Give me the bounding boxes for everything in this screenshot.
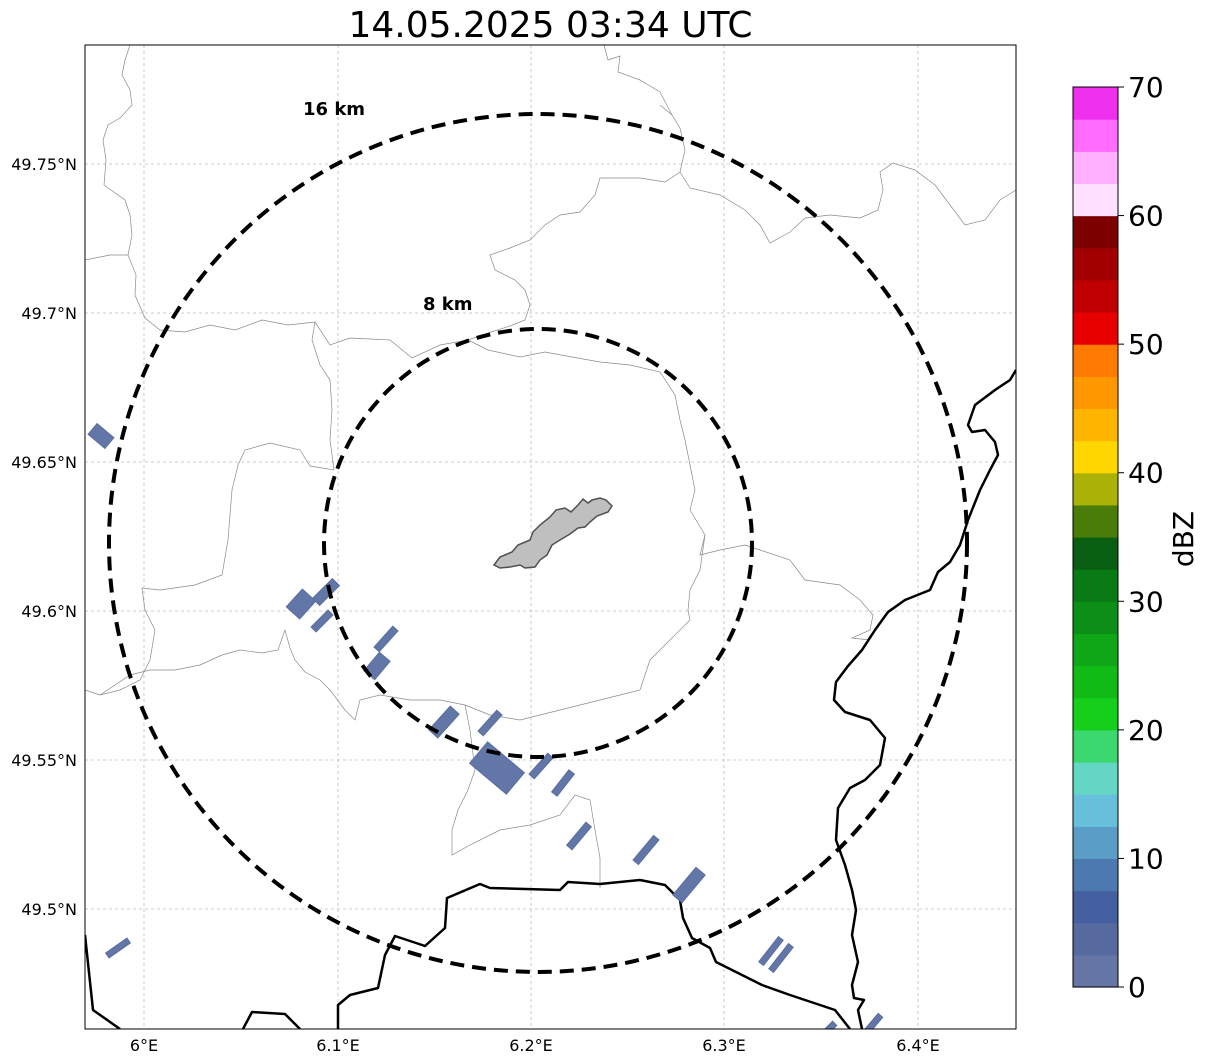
colorbar-cell bbox=[1073, 312, 1118, 345]
lon-tick-label: 6.1°E bbox=[316, 1036, 360, 1055]
lat-tick-label: 49.6°N bbox=[21, 602, 77, 621]
colorbar-cell bbox=[1073, 279, 1118, 313]
colorbar-cell bbox=[1073, 601, 1118, 635]
city-area bbox=[492, 497, 613, 569]
echo-cell bbox=[632, 834, 660, 866]
colorbar-cell bbox=[1073, 922, 1118, 956]
ring-label-16km: 16 km bbox=[303, 99, 365, 120]
echo-cell bbox=[528, 752, 554, 780]
colorbar-cell bbox=[1073, 954, 1118, 988]
colorbar-tick-label: 10 bbox=[1128, 842, 1164, 875]
echo-cell bbox=[820, 1020, 838, 1029]
colorbar-cell bbox=[1073, 762, 1118, 795]
map-title: 14.05.2025 03:34 UTC bbox=[348, 5, 753, 46]
colorbar: 0 10 20 30 40 50 60 70 dBZ bbox=[1072, 71, 1200, 1004]
colorbar-cell bbox=[1073, 472, 1118, 506]
colorbar-cell bbox=[1073, 183, 1118, 217]
colorbar-tick-label: 20 bbox=[1128, 714, 1164, 747]
lon-tick-label: 6.4°E bbox=[896, 1036, 940, 1055]
colorbar-cell bbox=[1073, 151, 1118, 185]
lat-tick-label: 49.55°N bbox=[11, 751, 77, 770]
colorbar-cell bbox=[1073, 729, 1118, 763]
colorbar-tick-label: 40 bbox=[1128, 457, 1164, 490]
longitude-tick-labels: 6°E 6.1°E 6.2°E 6.3°E 6.4°E bbox=[130, 1036, 940, 1055]
lat-tick-label: 49.75°N bbox=[11, 155, 77, 174]
lat-tick-label: 49.5°N bbox=[21, 900, 77, 919]
echo-cell bbox=[758, 935, 784, 967]
echo-cell bbox=[672, 866, 706, 904]
echo-cell bbox=[104, 937, 132, 959]
national-borders bbox=[85, 369, 1016, 1029]
echo-cell bbox=[468, 741, 526, 795]
echo-cell bbox=[864, 1012, 884, 1029]
colorbar-label: dBZ bbox=[1167, 511, 1200, 567]
lon-tick-label: 6°E bbox=[130, 1036, 158, 1055]
colorbar-frame bbox=[1072, 86, 1119, 988]
colorbar-tick-label: 50 bbox=[1128, 328, 1164, 361]
colorbar-cell bbox=[1073, 858, 1118, 892]
colorbar-cell bbox=[1073, 119, 1118, 152]
echo-cell bbox=[311, 577, 341, 607]
colorbar-cell bbox=[1073, 826, 1118, 860]
echo-cell bbox=[373, 625, 399, 653]
echo-cell bbox=[565, 821, 593, 851]
colorbar-cell bbox=[1073, 87, 1118, 120]
echo-cell bbox=[428, 705, 460, 739]
lon-tick-label: 6.2°E bbox=[509, 1036, 553, 1055]
echo-cell bbox=[768, 942, 794, 974]
colorbar-tick-label: 60 bbox=[1128, 200, 1164, 233]
colorbar-cell bbox=[1073, 344, 1118, 377]
colorbar-cell bbox=[1073, 665, 1118, 699]
colorbar-tick-label: 30 bbox=[1128, 585, 1164, 618]
gridlines bbox=[85, 45, 1016, 1029]
colorbar-cell bbox=[1073, 247, 1118, 281]
map-frame bbox=[84, 44, 1017, 1030]
echo-cell bbox=[550, 769, 576, 797]
colorbar-cell bbox=[1073, 440, 1118, 474]
colorbar-cell bbox=[1073, 633, 1118, 667]
colorbar-cells bbox=[1073, 87, 1118, 988]
range-ring-16km bbox=[107, 112, 969, 974]
echo-cell bbox=[285, 588, 317, 620]
colorbar-tick-label: 70 bbox=[1128, 71, 1164, 104]
colorbar-cell bbox=[1073, 537, 1118, 570]
colorbar-cell bbox=[1073, 504, 1118, 538]
latitude-tick-labels: 49.75°N 49.7°N 49.65°N 49.6°N 49.55°N 49… bbox=[11, 155, 77, 919]
colorbar-cell bbox=[1073, 408, 1118, 442]
colorbar-cell bbox=[1073, 215, 1118, 249]
radar-echoes bbox=[87, 422, 884, 1029]
lat-tick-label: 49.65°N bbox=[11, 453, 77, 472]
lat-tick-label: 49.7°N bbox=[21, 304, 77, 323]
echo-cell bbox=[310, 609, 334, 633]
ring-label-8km: 8 km bbox=[423, 294, 473, 315]
range-ring-8km bbox=[322, 327, 754, 759]
municipal-boundaries bbox=[85, 45, 1016, 888]
lon-tick-label: 6.3°E bbox=[702, 1036, 746, 1055]
colorbar-tick-label: 0 bbox=[1128, 971, 1146, 1004]
colorbar-cell bbox=[1073, 569, 1118, 602]
echo-cell bbox=[87, 422, 115, 450]
colorbar-cell bbox=[1073, 890, 1118, 924]
colorbar-cell bbox=[1073, 376, 1118, 410]
colorbar-cell bbox=[1073, 697, 1118, 731]
colorbar-ticks: 0 10 20 30 40 50 60 70 bbox=[1118, 71, 1164, 1004]
echo-cell bbox=[477, 709, 503, 737]
colorbar-cell bbox=[1073, 794, 1118, 827]
